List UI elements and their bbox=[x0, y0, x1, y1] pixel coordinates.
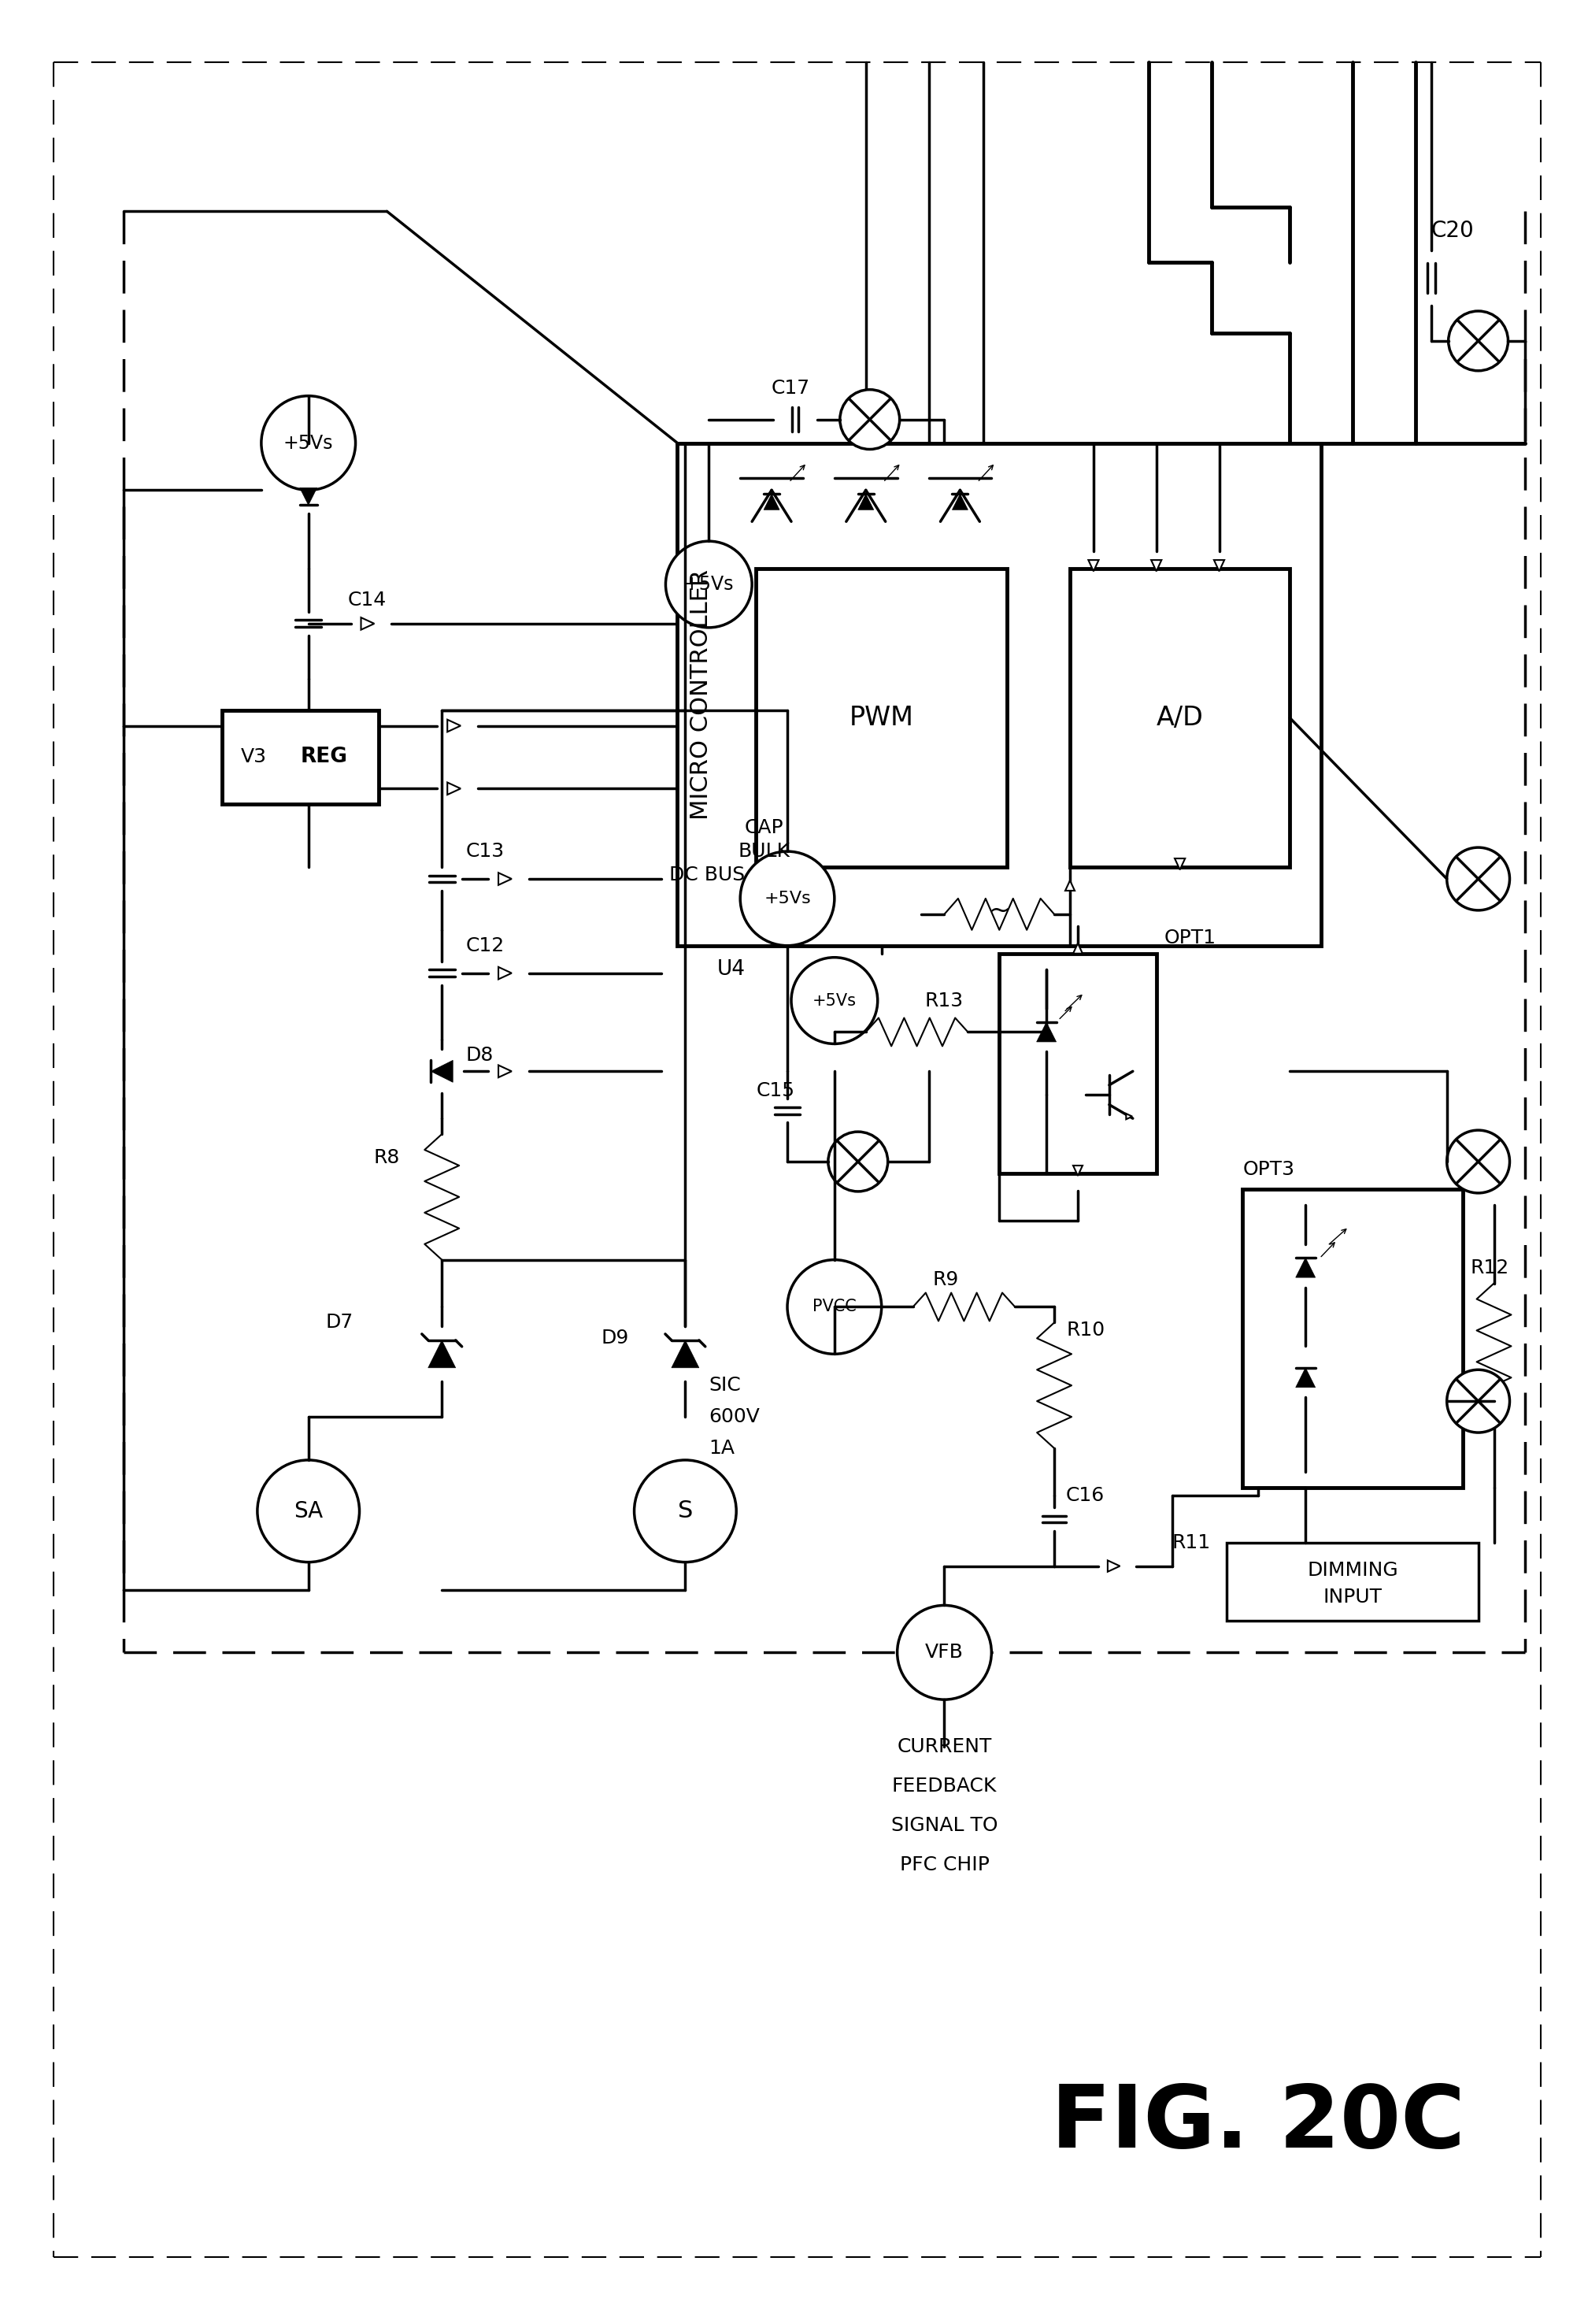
Text: C13: C13 bbox=[465, 841, 503, 860]
Polygon shape bbox=[672, 1341, 699, 1369]
Text: R11: R11 bbox=[1172, 1534, 1210, 1552]
Bar bbox=[999, 953, 1156, 1174]
Text: SIC: SIC bbox=[708, 1376, 742, 1394]
Circle shape bbox=[788, 1260, 881, 1355]
Text: C20: C20 bbox=[1431, 221, 1474, 242]
Text: V3: V3 bbox=[240, 748, 267, 767]
Text: C17: C17 bbox=[772, 379, 810, 397]
Text: BULK: BULK bbox=[738, 841, 789, 860]
Text: C16: C16 bbox=[1066, 1485, 1105, 1506]
Circle shape bbox=[257, 1459, 359, 1562]
Polygon shape bbox=[1151, 560, 1161, 572]
Text: REG: REG bbox=[300, 746, 348, 767]
Polygon shape bbox=[1175, 858, 1185, 869]
Text: CAP: CAP bbox=[745, 818, 783, 837]
Text: MICRO CONTROLLER: MICRO CONTROLLER bbox=[689, 569, 713, 820]
Text: S: S bbox=[678, 1499, 692, 1522]
Text: 600V: 600V bbox=[708, 1408, 761, 1427]
Text: DC BUS: DC BUS bbox=[670, 865, 745, 885]
Text: +5Vs: +5Vs bbox=[764, 890, 811, 906]
Text: OPT1: OPT1 bbox=[1164, 927, 1216, 948]
Text: R8: R8 bbox=[373, 1148, 400, 1167]
Text: A/D: A/D bbox=[1156, 704, 1204, 730]
Text: PVCC: PVCC bbox=[813, 1299, 856, 1315]
Circle shape bbox=[1447, 1369, 1510, 1432]
Polygon shape bbox=[858, 495, 873, 509]
Text: INPUT: INPUT bbox=[1323, 1587, 1382, 1606]
Text: VFB: VFB bbox=[926, 1643, 964, 1662]
Text: R10: R10 bbox=[1066, 1320, 1105, 1341]
Text: PWM: PWM bbox=[850, 704, 913, 730]
Bar bbox=[1243, 1190, 1463, 1487]
Polygon shape bbox=[499, 967, 511, 978]
Circle shape bbox=[262, 395, 356, 490]
Polygon shape bbox=[1126, 1113, 1132, 1120]
Polygon shape bbox=[499, 874, 511, 885]
Text: CURRENT: CURRENT bbox=[897, 1738, 992, 1757]
Circle shape bbox=[829, 1132, 888, 1192]
Text: U4: U4 bbox=[716, 960, 745, 978]
Text: D8: D8 bbox=[465, 1046, 494, 1064]
Polygon shape bbox=[1296, 1257, 1315, 1278]
Polygon shape bbox=[1108, 1559, 1120, 1571]
Text: OPT3: OPT3 bbox=[1243, 1160, 1294, 1178]
Polygon shape bbox=[430, 1060, 453, 1083]
Text: +5Vs: +5Vs bbox=[684, 574, 734, 595]
Bar bbox=[678, 444, 1321, 946]
Polygon shape bbox=[429, 1341, 456, 1369]
Polygon shape bbox=[764, 495, 780, 509]
Circle shape bbox=[665, 541, 753, 627]
Text: D9: D9 bbox=[600, 1329, 629, 1348]
Polygon shape bbox=[1296, 1369, 1315, 1387]
Polygon shape bbox=[1073, 1167, 1083, 1176]
Polygon shape bbox=[300, 488, 318, 504]
Polygon shape bbox=[1073, 944, 1083, 953]
Text: PFC CHIP: PFC CHIP bbox=[899, 1855, 989, 1873]
Circle shape bbox=[1447, 1129, 1510, 1192]
Polygon shape bbox=[953, 495, 969, 509]
Polygon shape bbox=[448, 783, 461, 795]
Text: +5Vs: +5Vs bbox=[813, 992, 856, 1009]
Text: C15: C15 bbox=[756, 1081, 794, 1099]
Text: R9: R9 bbox=[932, 1269, 959, 1290]
Text: D7: D7 bbox=[326, 1313, 354, 1332]
Circle shape bbox=[634, 1459, 737, 1562]
Polygon shape bbox=[1066, 881, 1075, 890]
Text: 1A: 1A bbox=[708, 1439, 735, 1457]
Circle shape bbox=[1448, 311, 1509, 372]
Bar bbox=[222, 711, 380, 804]
Circle shape bbox=[897, 1606, 991, 1699]
Bar bbox=[1070, 569, 1289, 867]
Text: DIMMING: DIMMING bbox=[1307, 1559, 1397, 1580]
Text: SA: SA bbox=[294, 1499, 322, 1522]
Text: C12: C12 bbox=[465, 937, 505, 955]
Polygon shape bbox=[1037, 1023, 1056, 1041]
Text: SIGNAL TO: SIGNAL TO bbox=[891, 1815, 997, 1834]
Circle shape bbox=[840, 390, 899, 449]
Text: C14: C14 bbox=[348, 590, 386, 609]
Text: R12: R12 bbox=[1470, 1257, 1509, 1278]
Text: FIG. 20C: FIG. 20C bbox=[1051, 2082, 1466, 2166]
Polygon shape bbox=[448, 720, 461, 732]
Polygon shape bbox=[360, 618, 375, 630]
Polygon shape bbox=[1088, 560, 1099, 572]
Polygon shape bbox=[1213, 560, 1224, 572]
Bar bbox=[756, 569, 1007, 867]
Text: FEEDBACK: FEEDBACK bbox=[892, 1776, 997, 1796]
Polygon shape bbox=[499, 1064, 511, 1078]
Text: ~: ~ bbox=[988, 897, 1010, 923]
Circle shape bbox=[791, 957, 878, 1043]
Bar bbox=[1228, 1543, 1478, 1622]
Circle shape bbox=[1447, 848, 1510, 911]
Text: R13: R13 bbox=[926, 990, 964, 1011]
Circle shape bbox=[740, 851, 834, 946]
Text: +5Vs: +5Vs bbox=[283, 435, 333, 453]
